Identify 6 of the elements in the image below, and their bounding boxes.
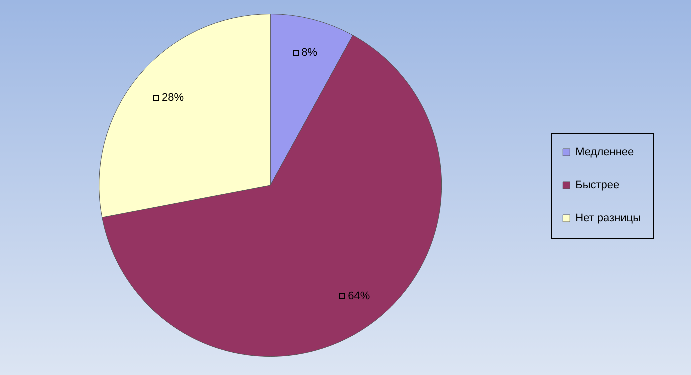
data-label: 28% [162, 92, 184, 104]
data-label: 64% [348, 290, 370, 302]
data-label: 8% [302, 46, 318, 59]
legend-label: Медленнее [576, 146, 634, 159]
legend-label: Нет разницы [576, 212, 642, 225]
legend-label: Быстрее [576, 180, 620, 192]
